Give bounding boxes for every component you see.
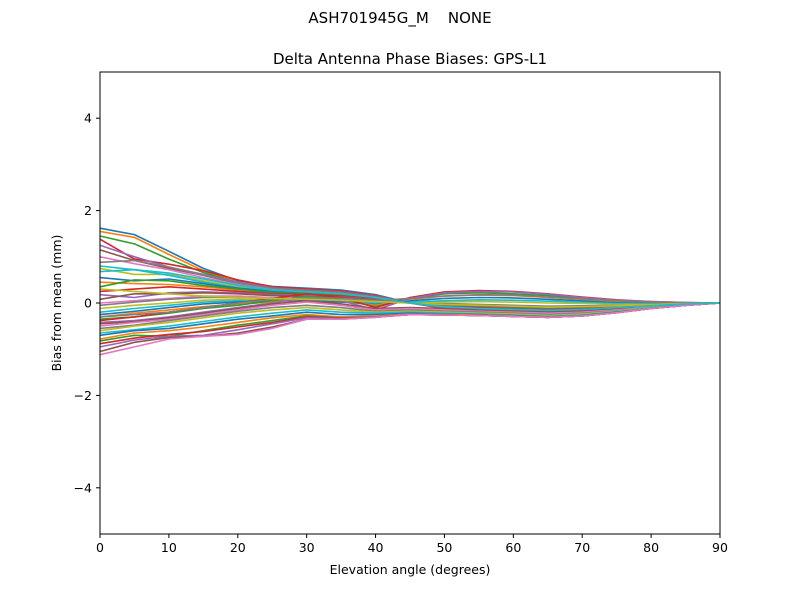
x-tick-label: 20 bbox=[230, 540, 246, 555]
series-line-20 bbox=[99, 299, 720, 313]
x-tick-label: 60 bbox=[505, 540, 521, 555]
series-line-40 bbox=[99, 265, 721, 312]
figure-suptitle: ASH701945G_M NONE bbox=[308, 9, 492, 27]
series-line-37 bbox=[99, 302, 721, 356]
series-line-38 bbox=[99, 293, 720, 318]
x-tick-label: 80 bbox=[643, 540, 659, 555]
y-tick-label: 0 bbox=[84, 296, 92, 311]
y-axis-label: Bias from mean (mm) bbox=[49, 235, 64, 372]
x-tick-label: 0 bbox=[96, 540, 104, 555]
x-tick-label: 70 bbox=[574, 540, 590, 555]
x-tick-label: 30 bbox=[299, 540, 315, 555]
y-tick-label: −2 bbox=[74, 388, 92, 403]
series-line-27 bbox=[99, 301, 721, 327]
x-tick-label: 10 bbox=[161, 540, 177, 555]
series-line-26 bbox=[99, 299, 721, 325]
x-tick-label: 40 bbox=[368, 540, 384, 555]
chart-title: Delta Antenna Phase Biases: GPS-L1 bbox=[273, 50, 547, 68]
x-axis: 0 10 20 30 40 50 60 70 80 90 bbox=[96, 534, 728, 555]
series-line-21 bbox=[99, 296, 720, 316]
x-tick-label: 90 bbox=[712, 540, 728, 555]
series-layer bbox=[99, 227, 721, 356]
x-axis-label: Elevation angle (degrees) bbox=[330, 562, 491, 577]
x-tick-label: 50 bbox=[436, 540, 452, 555]
y-axis: −4 −2 0 2 4 bbox=[74, 111, 100, 495]
y-tick-label: −4 bbox=[74, 480, 92, 495]
y-tick-label: 4 bbox=[84, 111, 92, 126]
y-tick-label: 2 bbox=[84, 203, 92, 218]
